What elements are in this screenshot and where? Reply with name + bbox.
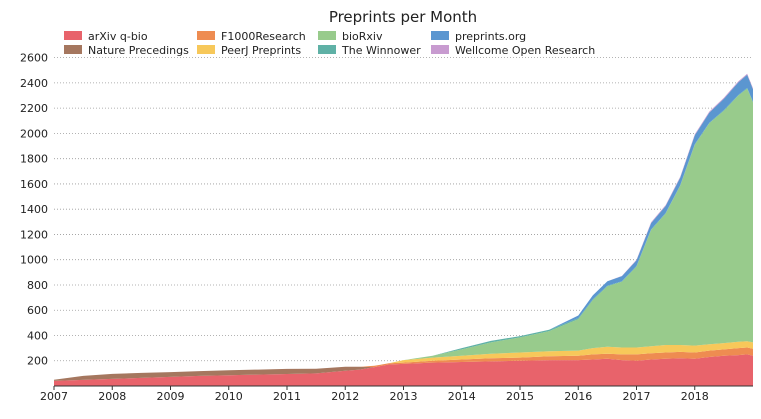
x-tick-label: 2011 <box>273 390 301 403</box>
x-tick-label: 2010 <box>215 390 243 403</box>
stacked-areas <box>54 73 753 386</box>
legend-label-peerj-preprints: PeerJ Preprints <box>221 44 301 57</box>
y-tick-label: 2200 <box>20 102 48 115</box>
x-tick-label: 2012 <box>331 390 359 403</box>
x-tick-label: 2008 <box>98 390 126 403</box>
y-tick-label: 1800 <box>20 153 48 166</box>
x-tick-label: 2016 <box>564 390 592 403</box>
legend-swatch-wellcome-open-research <box>431 45 449 54</box>
y-tick-label: 1400 <box>20 203 48 216</box>
legend-label-arxiv-q-bio: arXiv q-bio <box>88 30 148 43</box>
y-tick-label: 1000 <box>20 254 48 267</box>
y-tick-label: 1600 <box>20 178 48 191</box>
x-tick-label: 2009 <box>157 390 185 403</box>
legend-label-wellcome-open-research: Wellcome Open Research <box>455 44 595 57</box>
legend-swatch-biorxiv <box>318 31 336 40</box>
x-tick-label: 2018 <box>681 390 709 403</box>
x-tick-label: 2015 <box>506 390 534 403</box>
legend-label-biorxiv: bioRxiv <box>342 30 383 43</box>
x-tick-label: 2013 <box>390 390 418 403</box>
y-tick-label: 2000 <box>20 127 48 140</box>
axes: 200 400 600 800 1000 1200 1400 1600 1800 2000 2200… <box>20 52 753 403</box>
x-tick-label: 2014 <box>448 390 476 403</box>
legend-swatch-arxiv-q-bio <box>64 31 82 40</box>
y-tick-label: 2600 <box>20 52 48 65</box>
legend-label-f1000research: F1000Research <box>221 30 306 43</box>
legend-label-the-winnower: The Winnower <box>341 44 421 57</box>
x-tick-label: 2007 <box>40 390 68 403</box>
area-f1000research <box>54 347 753 380</box>
y-tick-label: 600 <box>27 304 48 317</box>
legend-swatch-f1000research <box>197 31 215 40</box>
legend-swatch-the-winnower <box>318 45 336 54</box>
chart-title: Preprints per Month <box>329 8 477 26</box>
y-tick-label: 2400 <box>20 77 48 90</box>
y-tick-label: 1200 <box>20 228 48 241</box>
area-arxiv-q-bio <box>54 354 753 386</box>
legend-label-nature-precedings: Nature Precedings <box>88 44 189 57</box>
legend-label-preprints-org: preprints.org <box>455 30 526 43</box>
area-peerj-preprints <box>54 341 753 380</box>
y-tick-label: 200 <box>27 355 48 368</box>
legend-swatch-nature-precedings <box>64 45 82 54</box>
x-tick-label: 2017 <box>623 390 651 403</box>
area-nature-precedings <box>54 354 753 381</box>
legend-swatch-peerj-preprints <box>197 45 215 54</box>
y-tick-label: 400 <box>27 329 48 342</box>
y-tick-label: 800 <box>27 279 48 292</box>
legend-swatch-preprints-org <box>431 31 449 40</box>
